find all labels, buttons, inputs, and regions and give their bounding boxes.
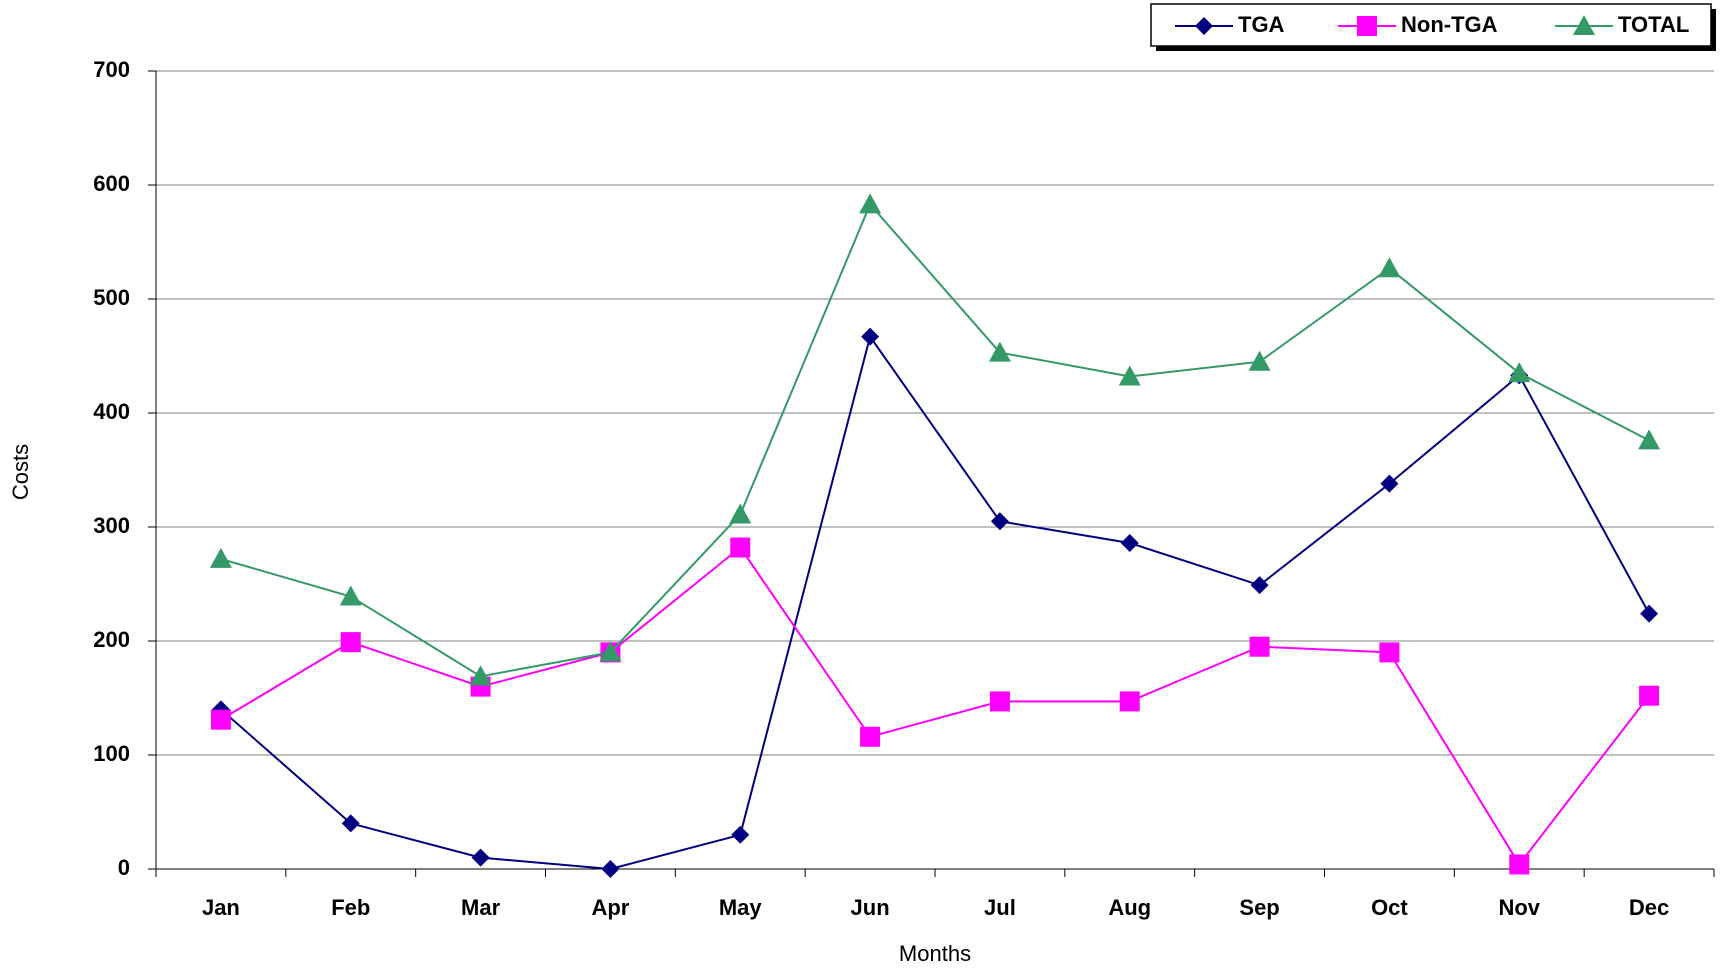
legend-box xyxy=(1150,3,1712,47)
series-line xyxy=(220,202,1650,678)
marker xyxy=(730,537,751,558)
x-tick-label: Jun xyxy=(851,895,890,920)
marker xyxy=(1378,257,1401,278)
y-tick-label: 300 xyxy=(93,513,130,538)
y-tick-label: 400 xyxy=(93,399,130,424)
marker xyxy=(1118,365,1141,386)
marker xyxy=(989,691,1010,712)
legend-label: TOTAL xyxy=(1618,12,1689,37)
y-tick-label: 700 xyxy=(93,57,130,82)
x-tick-label: Oct xyxy=(1371,895,1408,920)
x-tick-label: Sep xyxy=(1239,895,1279,920)
marker xyxy=(1195,17,1213,35)
marker xyxy=(1357,16,1377,36)
marker xyxy=(1638,429,1661,450)
marker xyxy=(860,726,881,747)
marker xyxy=(1250,576,1269,595)
marker xyxy=(1380,474,1399,493)
marker xyxy=(340,632,361,653)
marker xyxy=(1248,350,1271,371)
marker xyxy=(210,709,231,730)
x-tick-label: Feb xyxy=(331,895,370,920)
y-tick-label: 200 xyxy=(93,627,130,652)
series-line xyxy=(220,334,1650,871)
marker xyxy=(209,547,232,568)
marker xyxy=(1379,642,1400,663)
legend: TGA Non-TGA TOTAL xyxy=(1150,3,1716,51)
y-tick-label: 100 xyxy=(93,741,130,766)
y-axis-label: Costs xyxy=(8,444,33,500)
marker xyxy=(341,814,360,833)
x-tick-label: Aug xyxy=(1108,895,1151,920)
marker xyxy=(859,193,882,214)
marker xyxy=(469,665,492,686)
x-tick-label: Apr xyxy=(591,895,629,920)
marker xyxy=(599,641,622,662)
legend-label: Non-TGA xyxy=(1401,12,1498,37)
marker xyxy=(1509,854,1530,875)
legend-label: TGA xyxy=(1238,12,1285,37)
y-tick-label: 500 xyxy=(93,285,130,310)
marker xyxy=(729,503,752,524)
marker xyxy=(1119,691,1140,712)
marker xyxy=(1508,362,1531,383)
x-tick-label: Mar xyxy=(461,895,501,920)
y-tick-label: 600 xyxy=(93,171,130,196)
x-tick-label: May xyxy=(719,895,763,920)
marker xyxy=(339,585,362,606)
marker xyxy=(731,825,750,844)
marker xyxy=(988,341,1011,362)
y-tick-label: 0 xyxy=(118,855,130,880)
series-line xyxy=(220,546,1650,867)
marker xyxy=(1639,685,1660,706)
marker xyxy=(1249,636,1270,657)
marker xyxy=(471,848,490,867)
marker xyxy=(1573,15,1595,35)
marker xyxy=(1640,604,1659,623)
x-tick-label: Jul xyxy=(984,895,1016,920)
marker xyxy=(861,327,880,346)
marker xyxy=(990,512,1009,531)
x-tick-label: Dec xyxy=(1629,895,1669,920)
marker xyxy=(1120,533,1139,552)
x-tick-label: Nov xyxy=(1498,895,1540,920)
marker xyxy=(601,860,620,878)
x-axis-label: Months xyxy=(899,941,971,966)
x-tick-label: Jan xyxy=(202,895,240,920)
